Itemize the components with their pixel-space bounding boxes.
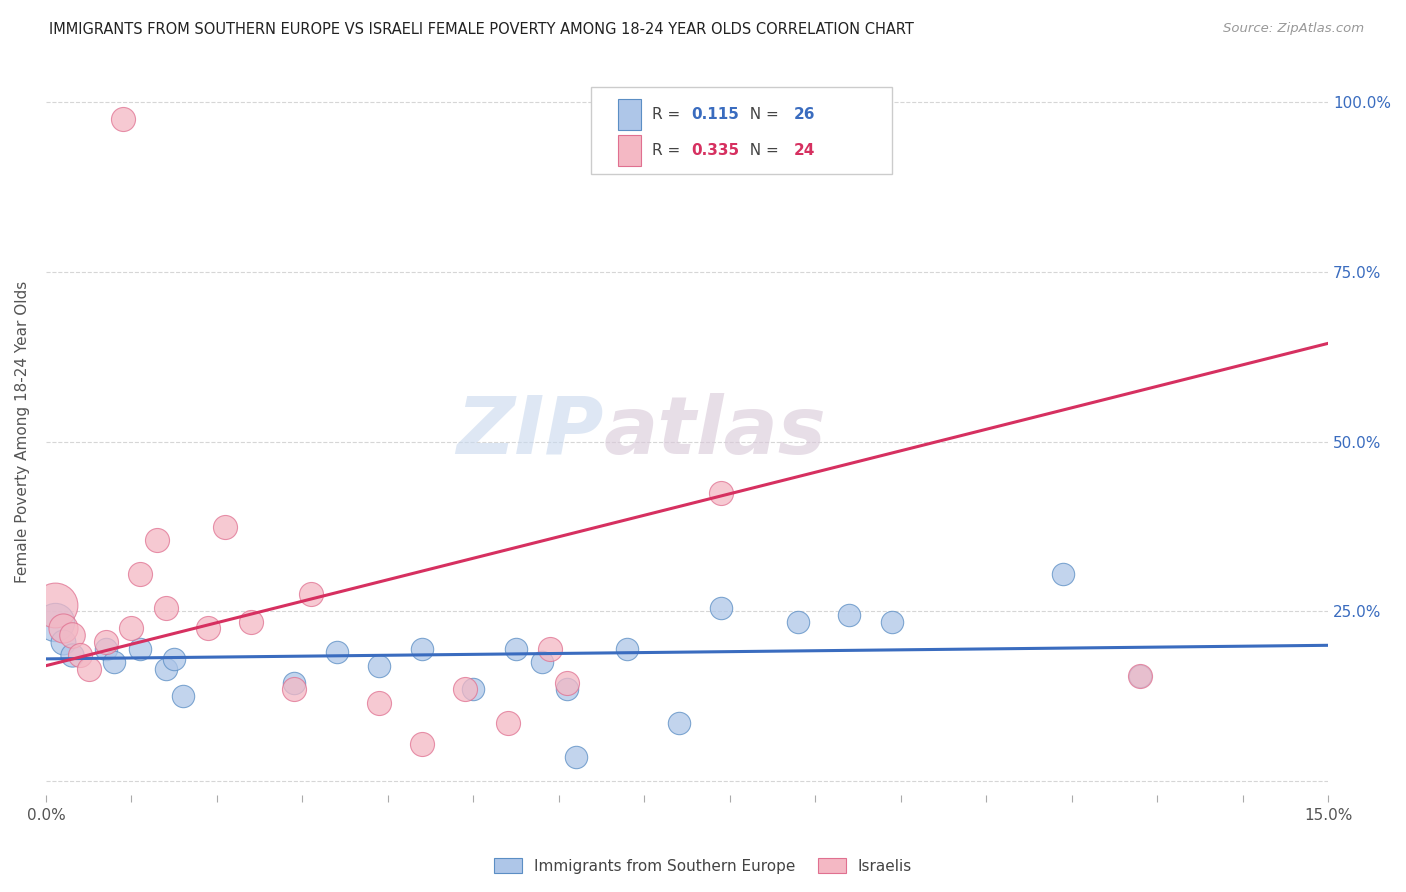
Text: R =: R =: [652, 143, 686, 158]
Point: [214, 519, 236, 533]
Text: 24: 24: [793, 143, 815, 158]
Point: [787, 615, 810, 629]
Point: [538, 641, 561, 656]
Point: [69, 648, 91, 663]
Point: [44, 598, 66, 612]
Point: [94, 635, 117, 649]
Legend: Immigrants from Southern Europe, Israelis: Immigrants from Southern Europe, Israeli…: [488, 852, 918, 880]
Point: [557, 675, 579, 690]
Point: [77, 662, 100, 676]
Point: [411, 641, 433, 656]
Point: [368, 696, 391, 710]
Point: [325, 645, 347, 659]
Point: [557, 682, 579, 697]
Point: [146, 533, 169, 548]
FancyBboxPatch shape: [617, 136, 641, 166]
Point: [463, 682, 485, 697]
Point: [163, 652, 186, 666]
Point: [710, 485, 733, 500]
Point: [155, 601, 177, 615]
Point: [454, 682, 477, 697]
Point: [172, 689, 194, 703]
Point: [155, 662, 177, 676]
Text: IMMIGRANTS FROM SOUTHERN EUROPE VS ISRAELI FEMALE POVERTY AMONG 18-24 YEAR OLDS : IMMIGRANTS FROM SOUTHERN EUROPE VS ISRAE…: [49, 22, 914, 37]
Point: [283, 682, 305, 697]
Point: [129, 641, 152, 656]
Text: ZIP: ZIP: [457, 392, 603, 471]
Point: [52, 635, 75, 649]
Text: 0.335: 0.335: [690, 143, 740, 158]
Text: N =: N =: [740, 143, 783, 158]
Text: N =: N =: [740, 107, 783, 122]
Point: [1129, 669, 1152, 683]
Point: [197, 621, 219, 635]
Point: [505, 641, 527, 656]
Text: Source: ZipAtlas.com: Source: ZipAtlas.com: [1223, 22, 1364, 36]
Point: [94, 641, 117, 656]
FancyBboxPatch shape: [617, 99, 641, 129]
Text: R =: R =: [652, 107, 686, 122]
Point: [240, 615, 263, 629]
Point: [103, 655, 125, 669]
Point: [60, 628, 83, 642]
Point: [838, 607, 860, 622]
Point: [368, 658, 391, 673]
Point: [1052, 567, 1074, 582]
Point: [129, 567, 152, 582]
Point: [111, 112, 134, 127]
Point: [882, 615, 904, 629]
Text: 26: 26: [793, 107, 815, 122]
Point: [496, 716, 519, 731]
Text: 0.115: 0.115: [690, 107, 738, 122]
Point: [710, 601, 733, 615]
FancyBboxPatch shape: [591, 87, 893, 174]
Point: [565, 750, 588, 764]
Point: [616, 641, 638, 656]
Point: [44, 615, 66, 629]
Point: [52, 621, 75, 635]
Point: [283, 675, 305, 690]
Point: [60, 648, 83, 663]
Point: [530, 655, 553, 669]
Point: [1129, 669, 1152, 683]
Point: [299, 587, 322, 601]
Point: [120, 621, 142, 635]
Point: [411, 737, 433, 751]
Y-axis label: Female Poverty Among 18-24 Year Olds: Female Poverty Among 18-24 Year Olds: [15, 280, 30, 582]
Point: [668, 716, 690, 731]
Text: atlas: atlas: [603, 392, 827, 471]
